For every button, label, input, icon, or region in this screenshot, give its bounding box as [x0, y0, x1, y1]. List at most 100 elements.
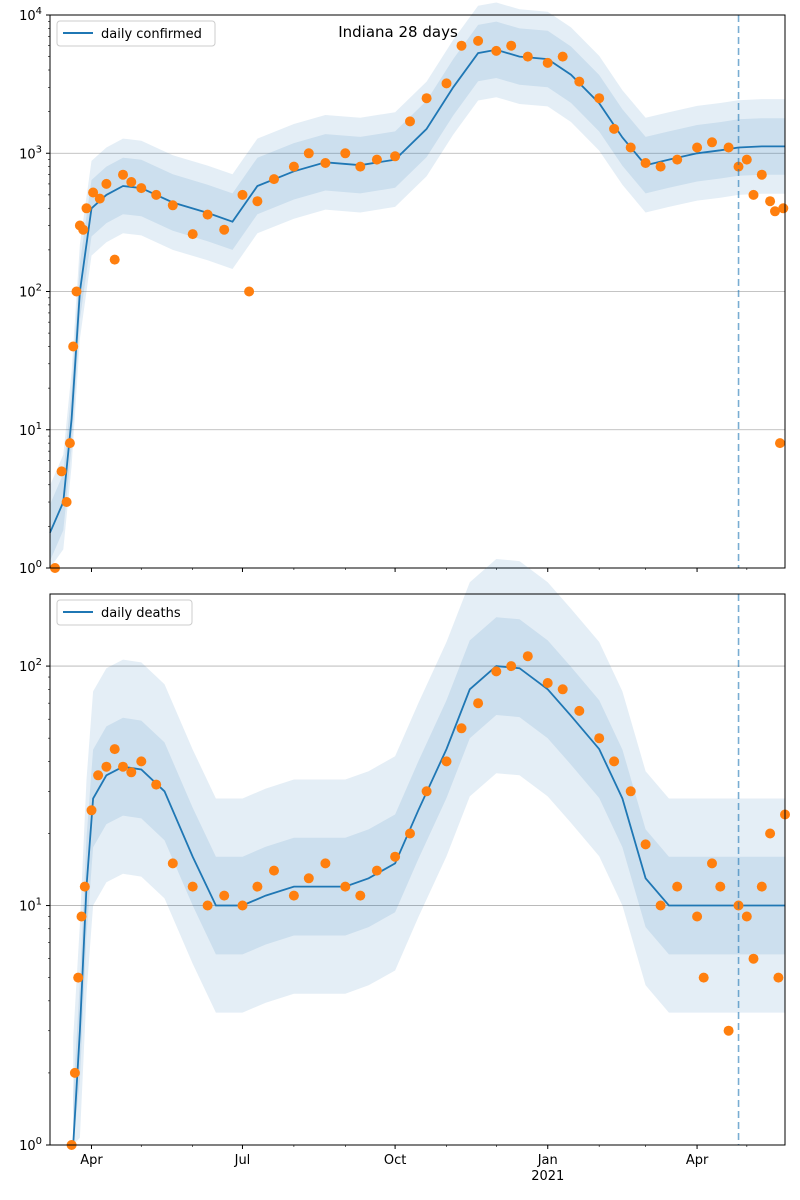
deaths-data-point — [86, 805, 97, 816]
deaths-data-point — [136, 756, 147, 767]
deaths-x-tick-label: Apr — [80, 1153, 103, 1168]
confirmed-data-point — [88, 187, 99, 198]
deaths-data-point — [723, 1025, 734, 1036]
confirmed-data-point — [64, 438, 75, 449]
confirmed-data-point — [723, 142, 734, 153]
deaths-data-point — [456, 723, 467, 734]
confirmed-data-point — [574, 76, 585, 87]
confirmed-data-point — [244, 286, 255, 297]
confirmed-data-point — [303, 148, 314, 159]
confirmed-data-point — [78, 224, 89, 235]
deaths-band-0 — [73, 559, 785, 1145]
confirmed-data-point — [118, 169, 128, 180]
deaths-x-tick-label: Jan — [537, 1153, 558, 1168]
confirmed-legend: daily confirmed — [56, 20, 216, 47]
confirmed-data-point — [252, 196, 263, 207]
confirmed-data-point — [770, 206, 780, 217]
confirmed-data-point — [542, 57, 553, 68]
confirmed-data-point — [756, 169, 767, 180]
deaths-observed-points — [66, 651, 790, 1150]
deaths-data-point — [756, 881, 767, 892]
confirmed-data-point — [707, 137, 717, 148]
deaths-x-tick-label: Jul — [234, 1153, 251, 1168]
confirmed-data-point — [136, 183, 147, 194]
confirmed-data-point — [778, 203, 789, 214]
confirmed-data-point — [68, 341, 79, 352]
deaths-data-point — [542, 678, 553, 688]
confirmed-data-point — [655, 161, 666, 172]
confirmed-legend-label: daily confirmed — [101, 27, 202, 42]
deaths-data-point — [93, 770, 104, 781]
confirmed-data-point — [473, 35, 484, 46]
deaths-data-point — [640, 839, 651, 850]
confirmed-data-point — [167, 200, 178, 211]
confirmed-uncertainty-bands — [50, 2, 785, 568]
confirmed-data-point — [340, 148, 351, 159]
confirmed-data-point — [692, 142, 703, 153]
confirmed-data-point — [765, 196, 776, 207]
confirmed-data-point — [269, 174, 279, 185]
deaths-data-point — [187, 881, 198, 892]
deaths-x-tick-label: Apr — [686, 1153, 709, 1168]
confirmed-fit-line — [49, 48, 785, 534]
deaths-data-point — [167, 858, 178, 869]
deaths-data-point — [625, 786, 636, 797]
deaths-data-point — [574, 705, 585, 716]
confirmed-data-point — [126, 177, 137, 187]
deaths-data-point — [698, 972, 709, 983]
deaths-band-1 — [73, 617, 785, 1145]
confirmed-data-point — [748, 189, 759, 200]
deaths-data-point — [390, 851, 401, 862]
confirmed-gridlines — [50, 152, 785, 431]
deaths-data-point — [473, 698, 484, 709]
deaths-data-point — [126, 767, 137, 778]
confirmed-data-point — [672, 154, 683, 165]
confirmed-data-point — [56, 466, 67, 477]
confirmed-data-point — [219, 224, 230, 235]
deaths-data-point — [202, 900, 213, 911]
deaths-data-point — [73, 972, 84, 983]
confirmed-data-point — [237, 189, 248, 200]
confirmed-data-point — [775, 438, 785, 449]
confirmed-data-point — [421, 93, 432, 104]
deaths-data-point — [76, 911, 87, 922]
confirmed-band-1 — [50, 21, 785, 561]
confirmed-band-0 — [50, 2, 785, 568]
confirmed-data-point — [609, 123, 620, 134]
confirmed-data-point — [405, 116, 415, 127]
deaths-data-point — [609, 756, 620, 767]
confirmed-data-point — [522, 51, 533, 62]
deaths-axes-frame — [49, 593, 786, 1146]
deaths-uncertainty-bands — [73, 559, 785, 1145]
confirmed-data-point — [109, 254, 120, 265]
confirmed-data-point — [390, 151, 401, 162]
deaths-data-point — [655, 900, 666, 911]
deaths-legend-label: daily deaths — [101, 606, 181, 621]
deaths-x-tick-label: Oct — [384, 1153, 406, 1168]
confirmed-observed-points — [50, 35, 789, 573]
confirmed-data-point — [71, 286, 82, 297]
deaths-data-point — [672, 881, 683, 892]
confirmed-data-point — [640, 158, 651, 168]
confirmed-data-point — [288, 161, 299, 172]
deaths-data-point — [522, 651, 533, 662]
confirmed-data-point — [625, 142, 636, 153]
deaths-data-point — [320, 858, 331, 869]
deaths-data-point — [707, 858, 717, 869]
confirmed-data-point — [101, 178, 112, 189]
confirmed-data-point — [61, 497, 72, 507]
deaths-data-point — [371, 865, 382, 876]
confirmed-data-point — [733, 161, 744, 172]
confirmed-data-point — [594, 93, 605, 104]
deaths-data-point — [557, 684, 568, 695]
deaths-data-point — [355, 890, 366, 901]
confirmed-data-point — [506, 40, 517, 51]
deaths-data-point — [765, 828, 776, 839]
deaths-data-point — [101, 761, 112, 772]
deaths-data-point — [692, 911, 703, 922]
deaths-data-point — [303, 873, 314, 884]
confirmed-data-point — [441, 78, 452, 89]
